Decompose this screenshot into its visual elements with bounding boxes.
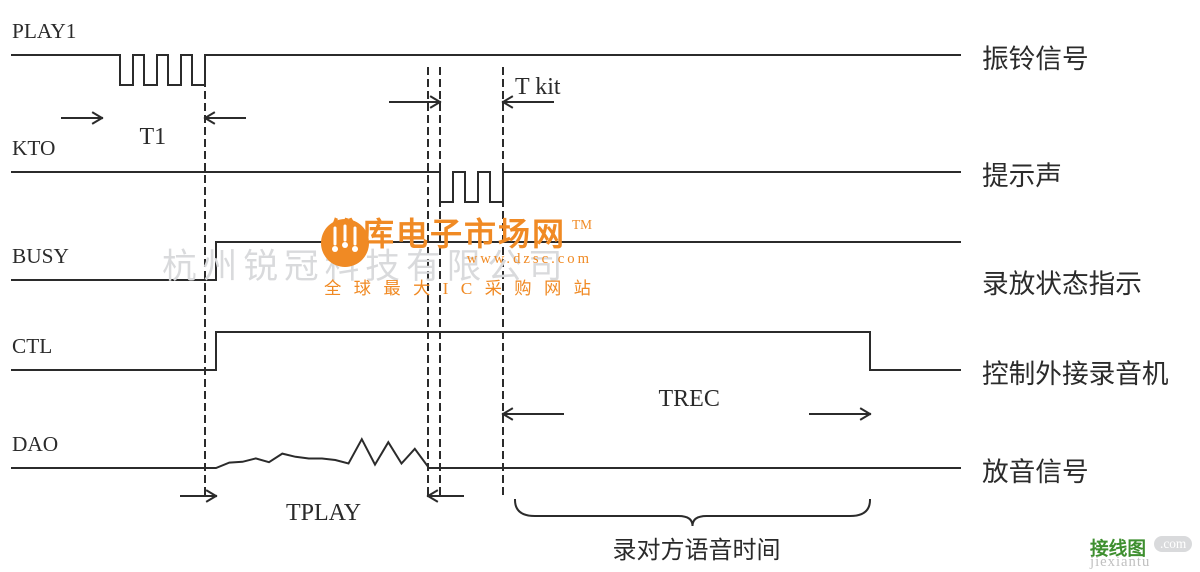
wave-kto — [12, 172, 960, 202]
watermark-weeqoo-tagline: 全 球 最 大 I C 采 购 网 站 — [324, 274, 595, 299]
label-t1: T1 — [140, 124, 167, 151]
signal-label-busy: BUSY — [12, 244, 69, 269]
label-tkit: T kit — [515, 74, 561, 101]
signal-label-play1: PLAY1 — [12, 19, 76, 44]
watermark-weeqoo-tm: TM — [572, 217, 592, 232]
signal-desc-4: 放音信号 — [982, 450, 1089, 489]
signal-label-ctl: CTL — [12, 334, 52, 359]
label-trec: TREC — [659, 386, 720, 413]
wave-dao — [12, 439, 960, 468]
brace-trec — [515, 500, 870, 526]
signal-label-dao: DAO — [12, 432, 58, 457]
wave-ctl — [12, 332, 960, 370]
caption: 录对方语音时间 — [613, 530, 781, 565]
watermark-jiexiantu-dotcom: .com — [1154, 536, 1192, 552]
signal-label-kto: KTO — [12, 136, 55, 161]
signal-desc-0: 振铃信号 — [982, 37, 1089, 76]
signal-desc-3: 控制外接录音机 — [982, 352, 1169, 391]
label-tplay: TPLAY — [286, 500, 361, 527]
wave-play1 — [12, 55, 960, 85]
watermark-jiexiantu-url: jiexiantu — [1090, 554, 1150, 571]
signal-desc-2: 录放状态指示 — [982, 262, 1142, 301]
watermark-weeqoo: 维库电子市场网 TM www.dzsc.com — [320, 218, 592, 267]
signal-desc-1: 提示声 — [982, 154, 1062, 193]
